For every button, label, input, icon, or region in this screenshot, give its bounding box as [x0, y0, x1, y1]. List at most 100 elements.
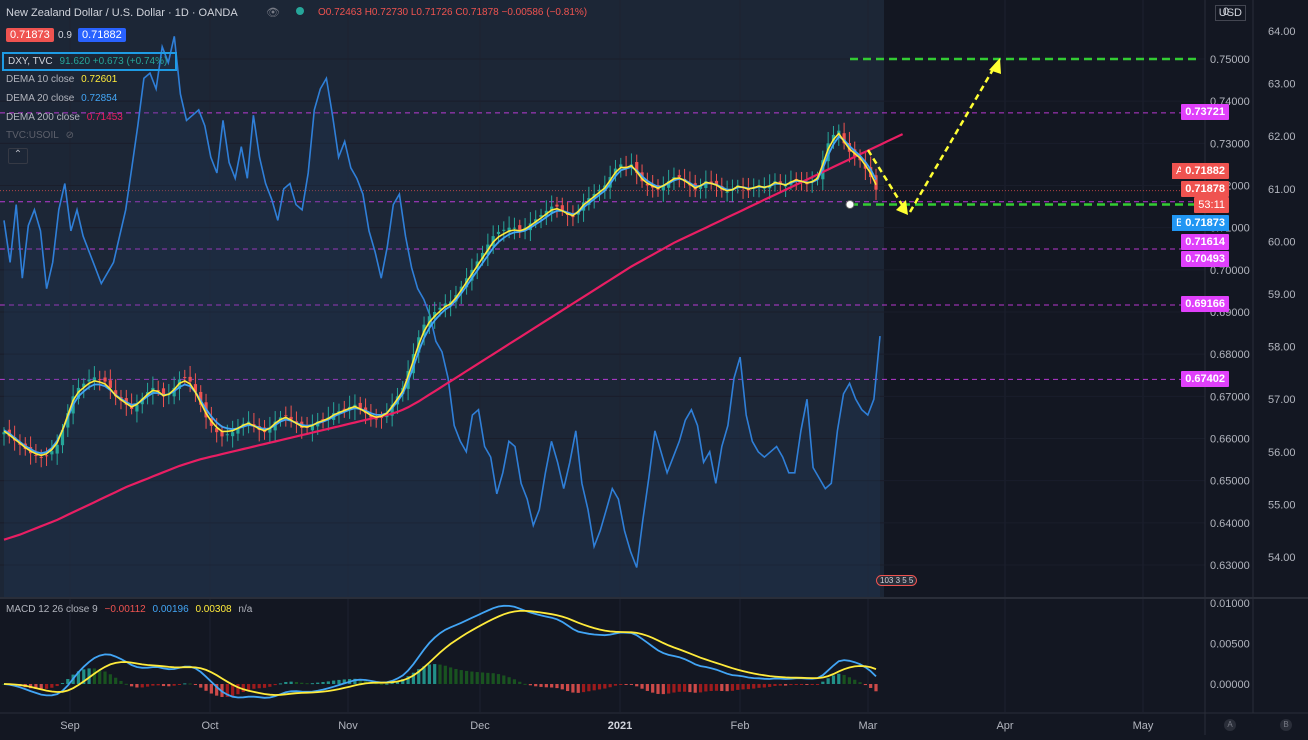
macd-histogram-bar	[161, 684, 166, 687]
macd-histogram-bar	[459, 670, 463, 684]
dema10-line	[3, 132, 877, 457]
candle-body	[714, 180, 719, 186]
macd-histogram-bar	[629, 684, 634, 685]
candle-body	[225, 434, 229, 436]
macd-histogram-bar	[268, 684, 272, 687]
macd-histogram-bar	[847, 677, 852, 684]
currency-selector[interactable]: USD	[1214, 5, 1246, 21]
level-tag-1: 0.73721	[1181, 104, 1229, 120]
candle-body	[39, 456, 43, 458]
candle-body	[321, 419, 325, 421]
candle-body	[874, 175, 878, 190]
candle-body	[199, 391, 203, 405]
macd-histogram-bar	[337, 679, 341, 684]
hidden-eye-icon[interactable]: ⊘	[65, 130, 74, 141]
dxy-legend-value: 91.620 +0.673 (+0.74%)	[59, 56, 168, 67]
macd-tick-label: 0.00000	[1210, 679, 1250, 691]
collapse-legend-icon[interactable]: ⌃	[8, 148, 28, 164]
macd-histogram-bar	[215, 684, 219, 696]
dxy-series	[3, 36, 881, 599]
dxy-legend[interactable]: DXY, TVC 91.620 +0.673 (+0.74%)	[2, 52, 178, 71]
macd-histogram-bar	[799, 684, 804, 685]
macd-histogram-bar	[842, 674, 846, 684]
dxy-area-shade	[0, 0, 884, 598]
macd-histogram-bar	[714, 684, 719, 691]
macd-legend[interactable]: MACD 12 26 close 9 −0.00112 0.00196 0.00…	[6, 604, 256, 615]
macd-histogram-bar	[587, 684, 591, 692]
ask-price-tag: 0.71882	[1181, 163, 1229, 179]
log-scale-button[interactable]: B	[1280, 719, 1292, 731]
candle-body	[60, 430, 65, 446]
macd-histogram-bar	[592, 684, 596, 691]
macd-histogram-bar	[709, 684, 713, 691]
candle-body	[87, 379, 91, 382]
macd-histogram-bar	[815, 684, 820, 685]
macd-histogram-bar	[353, 678, 357, 684]
down-arrowhead	[896, 200, 908, 215]
candle-body	[597, 189, 602, 192]
macd-histogram-bar	[401, 679, 405, 684]
macd-histogram-bar	[278, 683, 283, 685]
macd-histogram-bar	[704, 684, 708, 692]
buy-button[interactable]: 0.71882	[78, 28, 126, 42]
x-tick-label: Nov	[338, 720, 358, 732]
eye-icon[interactable]: 👁	[266, 7, 280, 19]
dema200-value: 0.71453	[86, 112, 123, 123]
dema10-legend[interactable]: DEMA 10 close 0.72601	[6, 74, 121, 85]
auto-scale-button[interactable]: A	[1224, 719, 1236, 731]
macd-tick-label: 0.00500	[1210, 639, 1250, 651]
macd-histogram-bar	[321, 681, 325, 684]
candle-body	[784, 185, 788, 187]
macd-histogram-bar	[66, 678, 70, 684]
macd-histogram-bar	[773, 684, 777, 686]
candle-body	[50, 451, 54, 455]
macd-histogram-bar	[725, 684, 729, 692]
macd-histogram-bar	[507, 677, 511, 684]
dema200-legend[interactable]: DEMA 200 close 0.71453	[6, 112, 127, 123]
usoil-legend[interactable]: TVC:USOIL ⊘	[6, 130, 78, 141]
price-tick-label: 0.64000	[1210, 518, 1250, 530]
candle-body	[698, 185, 703, 189]
candle-body	[161, 388, 166, 397]
candle-body	[661, 185, 665, 191]
candle-body	[496, 231, 501, 234]
dema200-line	[3, 133, 904, 541]
sell-button[interactable]: 0.71873	[6, 28, 54, 42]
macd-histogram-bar	[390, 682, 394, 684]
macd-histogram-bar	[326, 681, 330, 684]
dema-series	[3, 132, 904, 541]
macd-histogram-bar	[50, 684, 54, 688]
candle-body	[571, 215, 575, 218]
macd-histogram-bar	[395, 680, 400, 684]
macd-histogram-bar	[114, 677, 118, 684]
macd-histogram-bar	[544, 684, 548, 688]
macd-histogram-bar	[76, 671, 81, 684]
candle-body	[411, 354, 416, 374]
candle-body	[443, 303, 447, 308]
macd-histogram-bar	[539, 684, 543, 687]
macd-histogram-bar	[789, 684, 793, 686]
macd-histogram-bar	[486, 672, 490, 684]
macd-histogram-bar	[284, 681, 288, 684]
macd-line	[3, 604, 877, 699]
macd-histogram-bar	[87, 668, 91, 684]
macd-histogram-bar	[39, 684, 43, 690]
events-badge[interactable]: 103 3 5 5	[876, 575, 918, 586]
macd-histogram-bar	[576, 684, 580, 693]
dxy-tick-label: 54.00	[1268, 552, 1296, 564]
macd-histogram-bar	[736, 684, 740, 690]
level-tag-3: 0.70493	[1181, 251, 1229, 267]
dema20-legend[interactable]: DEMA 20 close 0.72854	[6, 93, 121, 104]
macd-histogram-bar	[241, 684, 245, 693]
dxy-area	[4, 36, 880, 599]
macd-signal-line	[3, 610, 877, 696]
price-tick-label: 0.68000	[1210, 349, 1250, 361]
price-tick-label: 0.67000	[1210, 391, 1250, 403]
macd-histogram-bar	[199, 684, 203, 688]
macd-histogram-bar	[550, 684, 554, 688]
x-tick-label: Mar	[859, 720, 878, 732]
macd-histogram-bar	[379, 683, 384, 685]
candle-body	[284, 415, 288, 417]
